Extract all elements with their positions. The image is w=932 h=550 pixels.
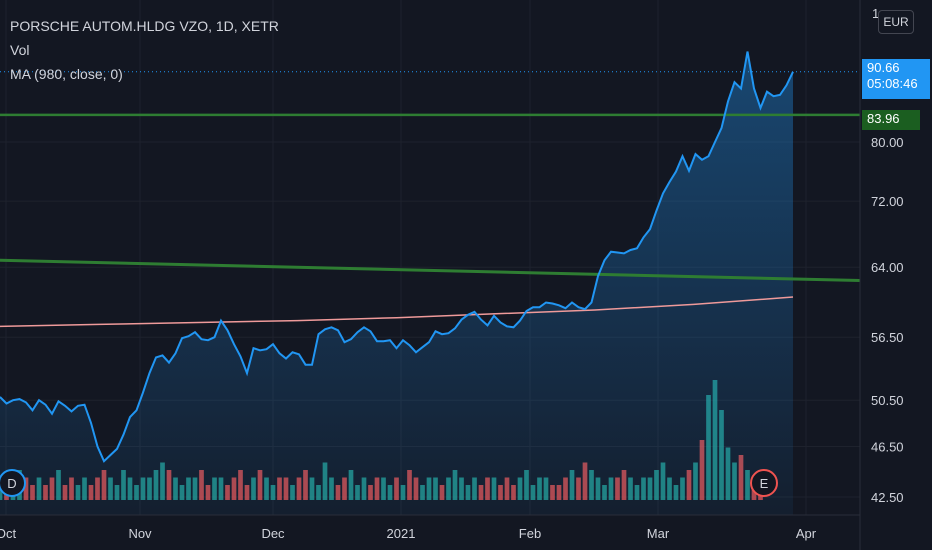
y-tick-label: 42.50 <box>871 490 904 505</box>
y-tick-label: 64.00 <box>871 260 904 275</box>
bar-countdown: 05:08:46 <box>867 76 918 91</box>
ma-indicator-label[interactable]: MA (980, close, 0) <box>10 66 123 82</box>
last-price-tag: 90.66 05:08:46 <box>862 59 930 99</box>
event-marker-label: D <box>7 476 16 491</box>
x-tick-label: Mar <box>647 526 670 541</box>
x-tick-label: 2021 <box>387 526 416 541</box>
ma-line <box>0 296 794 328</box>
trend-line <box>0 258 861 283</box>
y-tick-label: 72.00 <box>871 194 904 209</box>
event-marker <box>750 469 778 497</box>
price-line <box>0 51 794 463</box>
x-tick-label: Apr <box>796 526 817 541</box>
x-tick-label: Nov <box>128 526 152 541</box>
top-axis-tick-fragment: 1 <box>872 6 880 21</box>
x-tick-label: Dec <box>261 526 285 541</box>
event-marker <box>0 469 26 497</box>
y-tick-label: 50.50 <box>871 393 904 408</box>
y-tick-label: 80.00 <box>871 135 904 150</box>
y-tick-label: 46.50 <box>871 440 904 455</box>
level-price-tag: 83.96 <box>862 110 920 130</box>
chart-legend: PORSCHE AUTOM.HLDG VZO, 1D, XETR Vol MA … <box>10 14 279 86</box>
y-tick-label: 56.50 <box>871 330 904 345</box>
symbol-title[interactable]: PORSCHE AUTOM.HLDG VZO, 1D, XETR <box>10 18 279 34</box>
price-area-fill <box>0 51 793 515</box>
x-tick-label: Feb <box>519 526 541 541</box>
x-tick-label: Oct <box>0 526 16 541</box>
last-price-value: 90.66 <box>867 60 900 75</box>
volume-indicator-label[interactable]: Vol <box>10 42 30 58</box>
currency-button[interactable]: EUR <box>878 10 914 34</box>
event-marker-label: E <box>760 476 769 491</box>
